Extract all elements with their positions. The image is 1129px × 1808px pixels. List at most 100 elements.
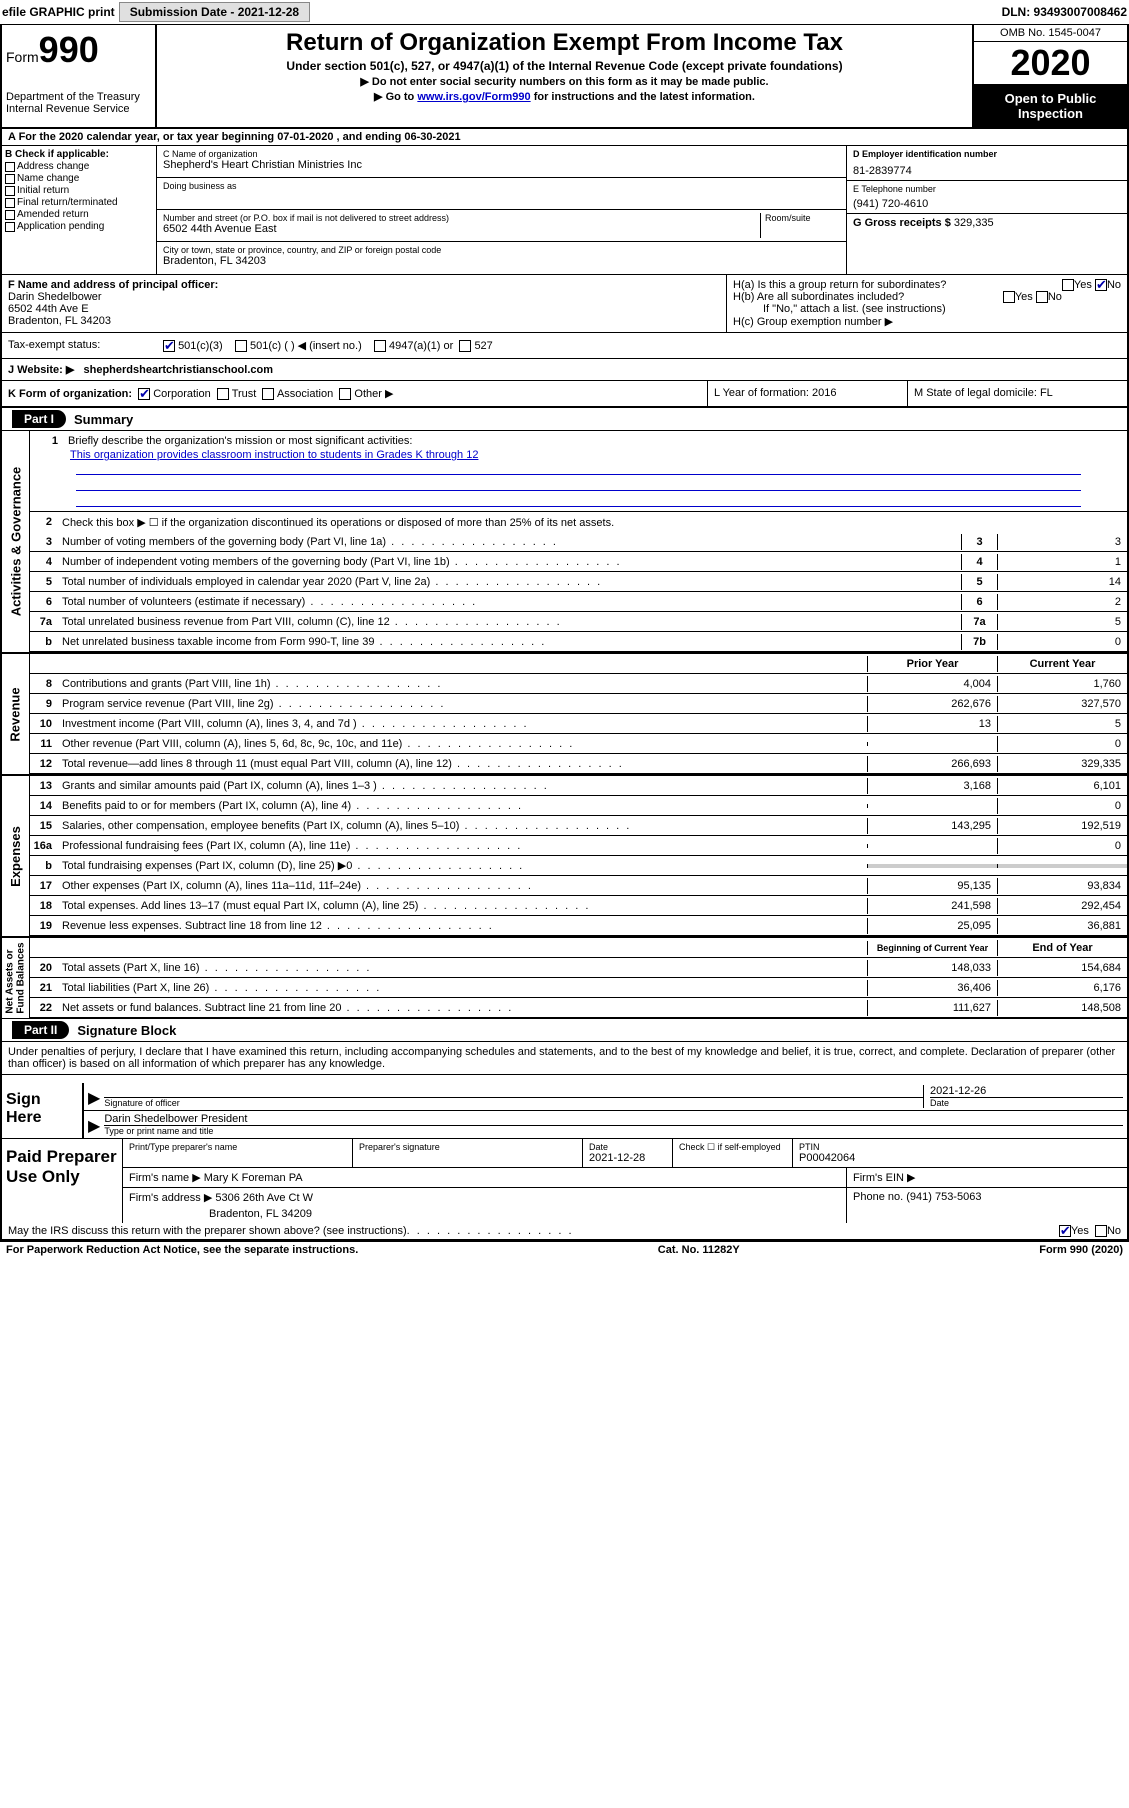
col-d: D Employer identification number 81-2839… <box>847 146 1127 274</box>
chk-501c3[interactable] <box>163 340 175 352</box>
data-line: 22Net assets or fund balances. Subtract … <box>30 998 1127 1018</box>
chk-trust[interactable] <box>217 388 229 400</box>
h-c: H(c) Group exemption number ▶ <box>733 315 1121 328</box>
preparer-label: Paid Preparer Use Only <box>2 1139 122 1223</box>
current-year-hdr: Current Year <box>997 656 1127 672</box>
city: Bradenton, FL 34203 <box>163 255 840 267</box>
form-ref: Form 990 (2020) <box>1039 1244 1123 1256</box>
chk-4947[interactable] <box>374 340 386 352</box>
hb-no[interactable] <box>1036 291 1048 303</box>
col-c: C Name of organization Shepherd's Heart … <box>157 146 1127 274</box>
blank-line <box>76 493 1081 507</box>
data-line: 18Total expenses. Add lines 13–17 (must … <box>30 896 1127 916</box>
part2-header: Part II Signature Block <box>2 1019 1127 1042</box>
dba-label: Doing business as <box>163 181 840 191</box>
chk-final-return[interactable] <box>5 198 15 208</box>
efile-label: efile GRAPHIC print <box>2 5 115 19</box>
side-governance: Activities & Governance <box>8 467 23 617</box>
h-note: If "No," attach a list. (see instruction… <box>763 303 1121 315</box>
k-label: K Form of organization: <box>8 388 132 400</box>
data-line: 21Total liabilities (Part X, line 26)36,… <box>30 978 1127 998</box>
part2-label: Part II <box>12 1021 69 1039</box>
ha-no[interactable] <box>1095 279 1107 291</box>
name-label: C Name of organization <box>163 149 840 159</box>
h-a: H(a) Is this a group return for subordin… <box>733 279 946 291</box>
discuss-row: May the IRS discuss this return with the… <box>2 1223 1127 1240</box>
chk-assoc[interactable] <box>262 388 274 400</box>
data-line: 8Contributions and grants (Part VIII, li… <box>30 674 1127 694</box>
arrow-icon: ▶ <box>88 1088 100 1108</box>
header-left: Form990 Department of the Treasury Inter… <box>2 25 157 127</box>
box-b-header: B Check if applicable: <box>5 149 153 160</box>
chk-initial-return[interactable] <box>5 186 15 196</box>
footer: For Paperwork Reduction Act Notice, see … <box>0 1242 1129 1258</box>
ha-yes[interactable] <box>1062 279 1074 291</box>
arrow-icon: ▶ <box>88 1116 100 1136</box>
revenue-section: Revenue b Prior Year Current Year 8Contr… <box>2 654 1127 776</box>
telephone: (941) 720-4610 <box>853 198 1121 210</box>
data-line: 11Other revenue (Part VIII, column (A), … <box>30 734 1127 754</box>
chk-address-change[interactable] <box>5 162 15 172</box>
box-b-checklist: Address change Name change Initial retur… <box>5 161 153 232</box>
firm-ein-label: Firm's EIN ▶ <box>853 1172 916 1184</box>
discuss-no[interactable] <box>1095 1225 1107 1237</box>
summary-line: 4Number of independent voting members of… <box>30 552 1127 572</box>
irs-link[interactable]: www.irs.gov/Form990 <box>417 91 530 103</box>
chk-501c[interactable] <box>235 340 247 352</box>
officer-addr2: Bradenton, FL 34203 <box>8 315 720 327</box>
room-label: Room/suite <box>765 213 840 223</box>
data-line: 14Benefits paid to or for members (Part … <box>30 796 1127 816</box>
data-line: 10Investment income (Part VIII, column (… <box>30 714 1127 734</box>
data-line: 9Program service revenue (Part VIII, lin… <box>30 694 1127 714</box>
data-line: bTotal fundraising expenses (Part IX, co… <box>30 856 1127 876</box>
officer-name: Darin Shedelbower <box>8 291 720 303</box>
paperwork-notice: For Paperwork Reduction Act Notice, see … <box>6 1244 358 1256</box>
chk-527[interactable] <box>459 340 471 352</box>
summary-line: 7aTotal unrelated business revenue from … <box>30 612 1127 632</box>
header-mid: Return of Organization Exempt From Incom… <box>157 25 972 127</box>
sig-officer-label: Signature of officer <box>104 1097 923 1108</box>
website-label: J Website: ▶ <box>8 364 74 376</box>
k-row: K Form of organization: Corporation Trus… <box>2 381 1127 408</box>
hb-yes[interactable] <box>1003 291 1015 303</box>
chk-corp[interactable] <box>138 388 150 400</box>
chk-amended[interactable] <box>5 210 15 220</box>
part1-label: Part I <box>12 410 66 428</box>
ptin: P00042064 <box>799 1152 1121 1164</box>
submission-date-button[interactable]: Submission Date - 2021-12-28 <box>119 2 310 22</box>
part1-header: Part I Summary <box>2 408 1127 431</box>
begin-year-hdr: Beginning of Current Year <box>867 941 997 955</box>
date-label: Date <box>930 1097 1123 1108</box>
city-label: City or town, state or province, country… <box>163 245 840 255</box>
section-bc: B Check if applicable: Address change Na… <box>2 146 1127 275</box>
f-label: F Name and address of principal officer: <box>8 279 218 291</box>
firm-phone: (941) 753-5063 <box>906 1191 981 1203</box>
governance-section: Activities & Governance 1Briefly describ… <box>2 431 1127 654</box>
chk-name-change[interactable] <box>5 174 15 184</box>
part1-title: Summary <box>74 412 133 427</box>
netassets-section: Net Assets orFund Balances Beginning of … <box>2 938 1127 1019</box>
summary-line: 5Total number of individuals employed in… <box>30 572 1127 592</box>
data-line: 17Other expenses (Part IX, column (A), l… <box>30 876 1127 896</box>
end-year-hdr: End of Year <box>997 940 1127 956</box>
form-note2: ▶ Go to www.irs.gov/Form990 for instruct… <box>165 90 964 103</box>
form-subtitle: Under section 501(c), 527, or 4947(a)(1)… <box>165 59 964 73</box>
website-value: shepherdsheartchristianschool.com <box>84 364 274 376</box>
chk-app-pending[interactable] <box>5 222 15 232</box>
form-header: Form990 Department of the Treasury Inter… <box>2 25 1127 129</box>
m-state: M State of legal domicile: FL <box>907 381 1127 406</box>
data-line: 13Grants and similar amounts paid (Part … <box>30 776 1127 796</box>
street: 6502 44th Avenue East <box>163 223 760 235</box>
ein: 81-2839774 <box>853 165 1121 177</box>
inspection-label: Open to Public Inspection <box>974 84 1127 127</box>
ein-label: D Employer identification number <box>853 149 997 159</box>
firm-name: Mary K Foreman PA <box>204 1172 303 1184</box>
side-netassets: Net Assets orFund Balances <box>5 943 27 1014</box>
gross-receipts: 329,335 <box>954 217 994 229</box>
chk-other[interactable] <box>339 388 351 400</box>
firm-addr2: Bradenton, FL 34209 <box>209 1208 840 1220</box>
tax-label: Tax-exempt status: <box>2 333 157 358</box>
discuss-yes[interactable] <box>1059 1225 1071 1237</box>
q2: Check this box ▶ ☐ if the organization d… <box>58 514 1127 531</box>
summary-line: bNet unrelated business taxable income f… <box>30 632 1127 652</box>
